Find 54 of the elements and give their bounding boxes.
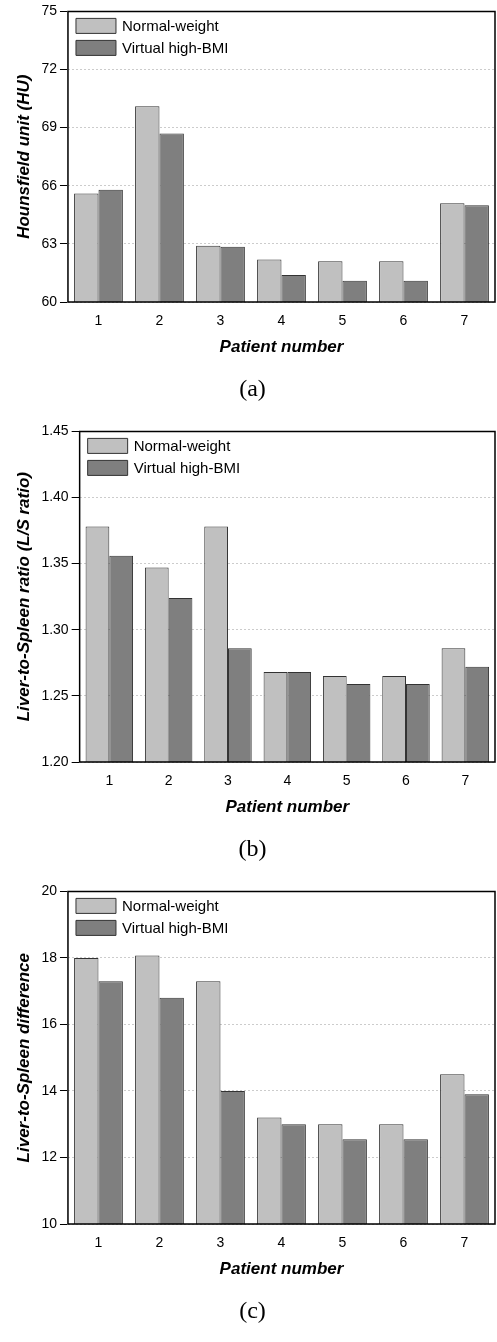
y-tick-label: 10: [41, 1214, 58, 1231]
x-tick-label: 4: [277, 312, 286, 329]
x-tick-label: 3: [224, 772, 233, 789]
y-axis-title: Hounsfield unit (HU): [13, 74, 33, 239]
x-tick-label: 3: [216, 1234, 225, 1251]
y-tick-label: 75: [41, 2, 58, 19]
y-tick-label: 66: [41, 176, 58, 193]
x-axis-title: Patient number: [219, 1258, 345, 1278]
y-tick-label: 1.20: [41, 752, 69, 769]
x-tick-label: 5: [338, 312, 347, 329]
y-tick-label: 63: [41, 234, 58, 251]
y-tick-label: 1.25: [41, 686, 69, 703]
x-tick-label: 3: [216, 312, 225, 329]
y-tick-label: 1.35: [41, 554, 69, 571]
text: (c): [239, 1296, 266, 1323]
text: (b): [238, 834, 267, 861]
legend-label: Normal-weight: [133, 436, 232, 454]
y-tick-label: 69: [41, 118, 58, 135]
x-tick-label: 1: [105, 772, 114, 789]
x-tick-label: 7: [460, 312, 469, 329]
y-axis-title: Liver-to-Spleen ratio (L/S ratio): [13, 471, 33, 722]
legend-label: Virtual high-BMI: [133, 458, 241, 476]
legend-label: Virtual high-BMI: [121, 38, 229, 56]
x-tick-label: 2: [164, 772, 173, 789]
y-tick-label: 1.30: [41, 620, 69, 637]
y-tick-label: 1.45: [41, 422, 69, 439]
x-tick-label: 5: [338, 1234, 347, 1251]
x-tick-label: 6: [399, 1234, 408, 1251]
x-axis-title: Patient number: [219, 336, 345, 356]
y-axis-title: Liver-to-Spleen difference: [13, 953, 33, 1163]
x-tick-label: 7: [461, 772, 470, 789]
legend-label: Normal-weight: [121, 896, 220, 914]
y-tick-label: 1.40: [41, 488, 69, 505]
x-tick-label: 7: [460, 1234, 469, 1251]
x-tick-label: 2: [155, 312, 164, 329]
x-tick-label: 5: [342, 772, 351, 789]
x-tick-label: 6: [402, 772, 411, 789]
y-tick-label: 18: [41, 948, 58, 965]
x-tick-label: 2: [155, 1234, 164, 1251]
y-tick-label: 72: [41, 60, 58, 77]
y-tick-label: 12: [41, 1148, 58, 1165]
y-tick-label: 60: [41, 292, 58, 309]
legend-label: Virtual high-BMI: [121, 918, 229, 936]
x-tick-label: 1: [94, 312, 103, 329]
x-tick-label: 4: [277, 1234, 286, 1251]
text: (a): [239, 374, 266, 401]
legend-label: Normal-weight: [121, 16, 220, 34]
y-tick-label: 16: [41, 1015, 58, 1032]
x-tick-label: 4: [283, 772, 292, 789]
y-tick-label: 20: [41, 882, 58, 899]
x-axis-title: Patient number: [225, 796, 351, 816]
x-tick-label: 6: [399, 312, 408, 329]
x-tick-label: 1: [94, 1234, 103, 1251]
y-tick-label: 14: [41, 1081, 58, 1098]
